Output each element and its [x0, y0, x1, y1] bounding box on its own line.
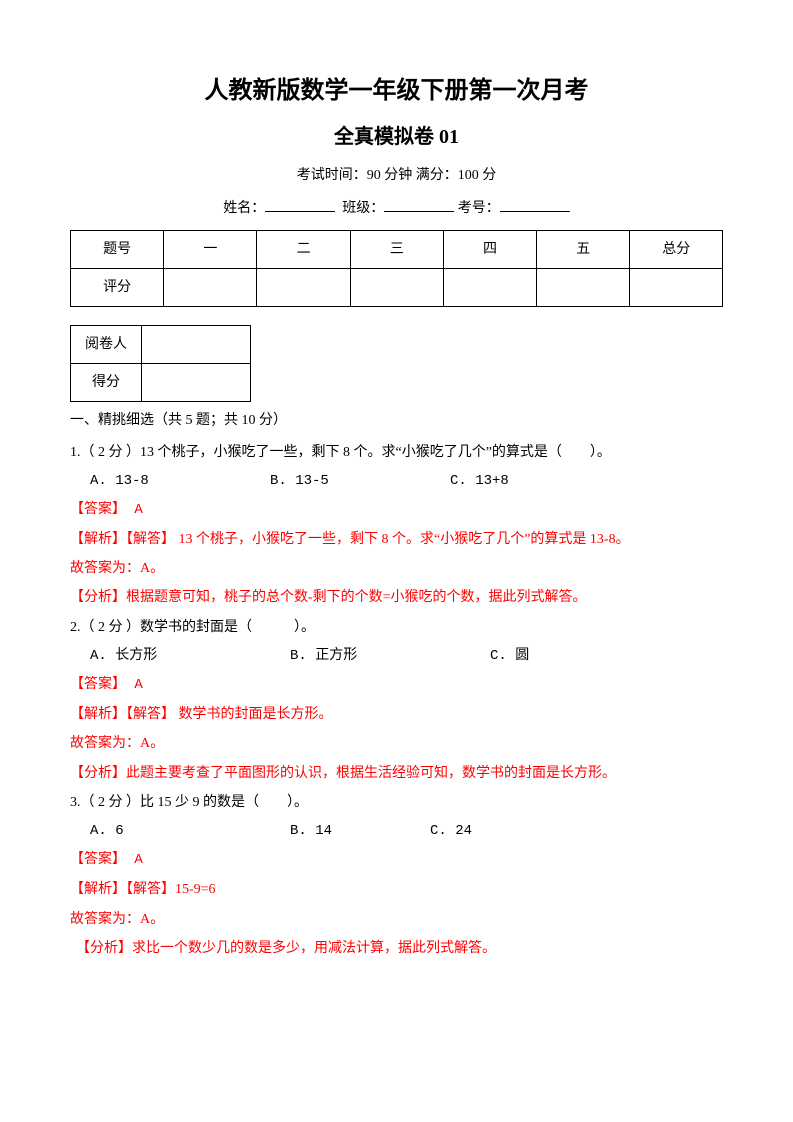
option-a: A. 6: [90, 819, 290, 844]
explain-line: 故答案为：A。: [70, 556, 723, 581]
explain-line: 【分析】根据题意可知，桃子的总个数-剩下的个数=小猴吃的个数，据此列式解答。: [70, 585, 723, 610]
empty-cell: [350, 268, 443, 306]
empty-cell: [537, 268, 630, 306]
class-blank: [384, 197, 454, 212]
option-a: A. 13-8: [90, 469, 270, 494]
option-c: C. 24: [430, 819, 610, 844]
empty-cell: [443, 268, 536, 306]
exam-subtitle: 全真模拟卷 01: [70, 119, 723, 155]
grader-label: 阅卷人: [71, 325, 142, 363]
empty-cell: [142, 325, 251, 363]
options-row: A. 13-8 B. 13-5 C. 13+8: [70, 469, 723, 494]
answer-line: 【答案】 A: [70, 673, 723, 698]
options-row: A. 长方形 B. 正方形 C. 圆: [70, 644, 723, 669]
header-cell: 二: [257, 230, 350, 268]
empty-cell: [142, 364, 251, 402]
empty-cell: [630, 268, 723, 306]
empty-cell: [257, 268, 350, 306]
header-cell: 题号: [71, 230, 164, 268]
score-label: 得分: [71, 364, 142, 402]
header-cell: 五: [537, 230, 630, 268]
exam-title: 人教新版数学一年级下册第一次月考: [70, 70, 723, 113]
student-info-line: 姓名： 班级： 考号：: [70, 196, 723, 221]
explain-line: 【解析】【解答】15-9=6: [70, 877, 723, 902]
answer-line: 【答案】 A: [70, 498, 723, 523]
explain-line: 故答案为：A。: [70, 907, 723, 932]
options-row: A. 6 B. 14 C. 24: [70, 819, 723, 844]
name-blank: [265, 197, 335, 212]
header-cell: 一: [164, 230, 257, 268]
explain-line: 【分析】此题主要考查了平面图形的认识，根据生活经验可知，数学书的封面是长方形。: [70, 761, 723, 786]
id-blank: [500, 197, 570, 212]
option-b: B. 正方形: [290, 644, 490, 669]
table-row: 评分: [71, 268, 723, 306]
explain-line: 【解析】【解答】 数学书的封面是长方形。: [70, 702, 723, 727]
table-row: 题号 一 二 三 四 五 总分: [71, 230, 723, 268]
exam-meta: 考试时间：90 分钟 满分：100 分: [70, 163, 723, 188]
question-stem: 3.（ 2 分 ）比 15 少 9 的数是（ ）。: [70, 790, 723, 815]
header-cell: 三: [350, 230, 443, 268]
header-cell: 总分: [630, 230, 723, 268]
explain-line: 【分析】求比一个数少几的数是多少，用减法计算，据此列式解答。: [70, 936, 723, 961]
option-b: B. 14: [290, 819, 430, 844]
question-stem: 2.（ 2 分 ）数学书的封面是（ ）。: [70, 615, 723, 640]
table-row: 阅卷人: [71, 325, 251, 363]
option-b: B. 13-5: [270, 469, 450, 494]
header-cell: 四: [443, 230, 536, 268]
answer-line: 【答案】 A: [70, 848, 723, 873]
class-label: 班级：: [342, 201, 384, 216]
section-title: 一、精挑细选（共 5 题；共 10 分）: [70, 408, 723, 433]
explain-line: 【解析】【解答】 13 个桃子，小猴吃了一些，剩下 8 个。求“小猴吃了几个”的…: [70, 527, 723, 552]
score-table: 题号 一 二 三 四 五 总分 评分: [70, 230, 723, 307]
grader-table: 阅卷人 得分: [70, 325, 251, 402]
empty-cell: [164, 268, 257, 306]
row-label: 评分: [71, 268, 164, 306]
explain-line: 故答案为：A。: [70, 731, 723, 756]
question-stem: 1.（ 2 分 ）13 个桃子，小猴吃了一些，剩下 8 个。求“小猴吃了几个”的…: [70, 440, 723, 465]
id-label: 考号：: [458, 201, 500, 216]
option-c: C. 13+8: [450, 469, 630, 494]
option-c: C. 圆: [490, 644, 670, 669]
option-a: A. 长方形: [90, 644, 290, 669]
name-label: 姓名：: [223, 201, 265, 216]
table-row: 得分: [71, 364, 251, 402]
